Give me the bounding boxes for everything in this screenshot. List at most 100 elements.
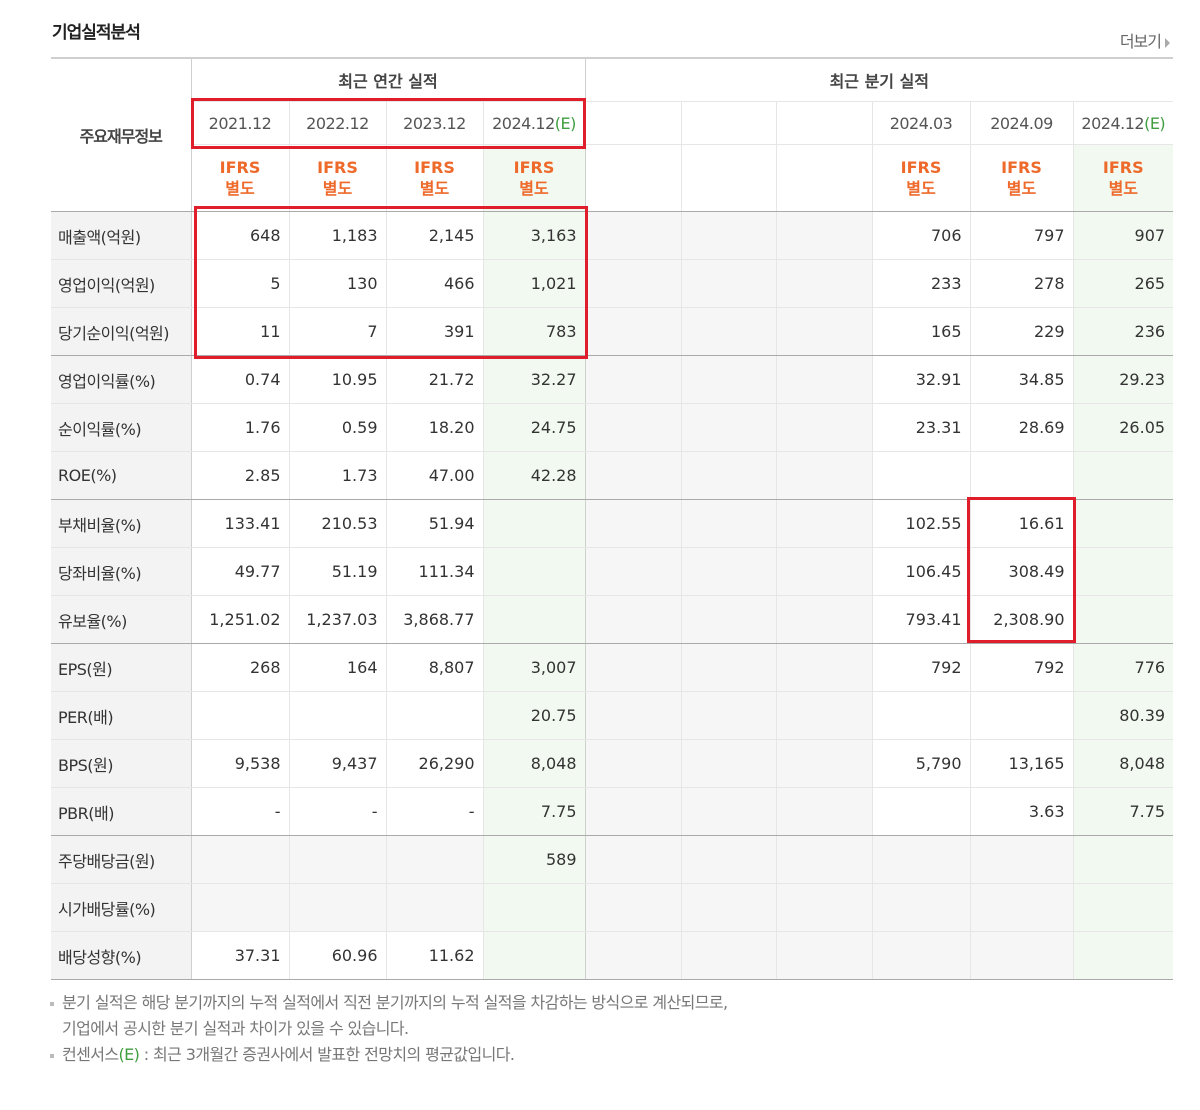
quarter-value — [585, 307, 682, 356]
empty-header — [585, 144, 682, 212]
annual-value — [289, 691, 387, 740]
annual-value: 1.76 — [191, 403, 290, 452]
footnote-2-prefix: 컨센서스 — [62, 1045, 119, 1064]
table-row: ROE(%) 2.85 1.73 47.00 42.28 — [51, 451, 1174, 500]
period-label: 2021.12 — [208, 113, 272, 133]
ifrs-line2: 별도 — [1006, 179, 1037, 198]
table-row: 당기순이익(억원) 11 7 391 783 165 229 236 — [51, 307, 1174, 356]
table-row: 순이익률(%) 1.76 0.59 18.20 24.75 23.31 28.69 26.05 — [51, 403, 1174, 452]
quarter-value — [970, 931, 1074, 980]
annual-value: 3,007 — [483, 643, 586, 692]
quarter-value — [872, 691, 971, 740]
annual-value — [289, 883, 387, 932]
quarter-value — [970, 883, 1074, 932]
annual-value — [483, 499, 586, 548]
row-label-header: 주요재무정보 — [51, 57, 192, 212]
ifrs-label: IFRS 별도 — [484, 157, 585, 199]
quarter-value — [681, 259, 777, 308]
table-row: PBR(배) - - -7.75 3.63 7.75 — [51, 787, 1174, 836]
annual-value: 21.72 — [386, 355, 484, 404]
quarter-value — [776, 787, 873, 836]
annual-value — [386, 691, 484, 740]
annual-value: 10.95 — [289, 355, 387, 404]
quarter-value — [1073, 451, 1174, 500]
quarter-value: 32.91 — [872, 355, 971, 404]
quarter-value: 792 — [872, 643, 971, 692]
annual-value: 7 — [289, 307, 387, 356]
table-row: 배당성향(%) 37.31 60.96 11.62 — [51, 931, 1174, 980]
quarter-value — [585, 691, 682, 740]
annual-value: 0.74 — [191, 355, 290, 404]
period-header: 2024.12(E) — [1073, 101, 1174, 145]
period-header: 2024.12(E) — [483, 101, 586, 145]
annual-value: 1.73 — [289, 451, 387, 500]
annual-value: 5 — [191, 259, 290, 308]
quarter-value — [585, 403, 682, 452]
annual-value: 130 — [289, 259, 387, 308]
table-row: 영업이익(억원) 5 130 466 1,021 233 278 265 — [51, 259, 1174, 308]
period-header: 2023.12 — [386, 101, 484, 145]
metric-label: BPS(원) — [51, 739, 192, 788]
quarter-value: 229 — [970, 307, 1074, 356]
quarter-value — [1073, 931, 1174, 980]
quarter-value: 265 — [1073, 259, 1174, 308]
quarter-value — [681, 403, 777, 452]
period-label: 2022.12 — [306, 113, 369, 133]
annual-value: 47.00 — [386, 451, 484, 500]
annual-value: 2.85 — [191, 451, 290, 500]
bullet-icon — [50, 1001, 54, 1006]
quarter-value: 26.05 — [1073, 403, 1174, 452]
chevron-right-icon — [1165, 37, 1170, 48]
metric-label: 영업이익(억원) — [51, 259, 192, 308]
footnotes: 분기 실적은 해당 분기까지의 누적 실적에서 직전 분기까지의 누적 실적을 … — [50, 990, 1170, 1068]
annual-group-header: 최근 연간 실적 — [191, 57, 586, 102]
metric-label: 주당배당금(원) — [51, 835, 192, 884]
quarter-group-header: 최근 분기 실적 — [585, 57, 1174, 102]
quarter-value — [776, 595, 873, 644]
period-header: 2022.12 — [289, 101, 387, 145]
table-row: 유보율(%) 1,251.02 1,237.03 3,868.77 793.41 2,30… — [51, 595, 1174, 644]
empty-header — [776, 144, 873, 212]
period-label: 2023.12 — [403, 113, 466, 133]
table-row: 영업이익률(%) 0.74 10.95 21.72 32.27 32.91 34.85 29.… — [51, 355, 1174, 404]
quarter-value — [776, 307, 873, 356]
quarter-value — [681, 595, 777, 644]
ifrs-line1: IFRS — [1102, 158, 1144, 177]
annual-value: 32.27 — [483, 355, 586, 404]
quarter-value — [681, 835, 777, 884]
annual-value — [191, 883, 290, 932]
ifrs-line1: IFRS — [1001, 158, 1042, 177]
ifrs-label: IFRS 별도 — [387, 157, 483, 199]
metric-label: PER(배) — [51, 691, 192, 740]
quarter-value — [776, 883, 873, 932]
period-label: 2024.03 — [889, 113, 953, 133]
ifrs-label: IFRS 별도 — [1074, 157, 1174, 199]
quarter-value — [872, 451, 971, 500]
quarter-value: 308.49 — [970, 547, 1074, 596]
quarter-value: 165 — [872, 307, 971, 356]
annual-value: 466 — [386, 259, 484, 308]
estimate-mark: (E) — [554, 113, 577, 133]
accounting-standard: IFRS 별도 — [970, 144, 1074, 212]
quarter-value: 106.45 — [872, 547, 971, 596]
annual-value — [191, 691, 290, 740]
annual-value — [483, 547, 586, 596]
more-link[interactable]: 더보기 — [1120, 28, 1170, 52]
quarter-value — [1073, 499, 1174, 548]
ifrs-line1: IFRS — [513, 158, 555, 177]
period-label: 2024.09 — [990, 113, 1053, 133]
annual-value: 7.75 — [483, 787, 586, 836]
footnote-1-text: 분기 실적은 해당 분기까지의 누적 실적에서 직전 분기까지의 누적 실적을 … — [62, 993, 728, 1012]
quarter-value — [585, 739, 682, 788]
quarter-value: 3.63 — [970, 787, 1074, 836]
quarter-value: 102.55 — [872, 499, 971, 548]
ifrs-line1: IFRS — [219, 158, 261, 177]
ifrs-line2: 별도 — [322, 179, 353, 198]
ifrs-line2: 별도 — [1108, 179, 1139, 198]
accounting-standard: IFRS 별도 — [386, 144, 484, 212]
table-row: 주당배당금(원) 589 — [51, 835, 1174, 884]
annual-value: 210.53 — [289, 499, 387, 548]
footnote-1-cont: 기업에서 공시한 분기 실적과 차이가 있을 수 있습니다. — [62, 1019, 409, 1038]
table-row: 당좌비율(%) 49.77 51.19 111.34 106.45 308.49 — [51, 547, 1174, 596]
quarter-value — [585, 643, 682, 692]
